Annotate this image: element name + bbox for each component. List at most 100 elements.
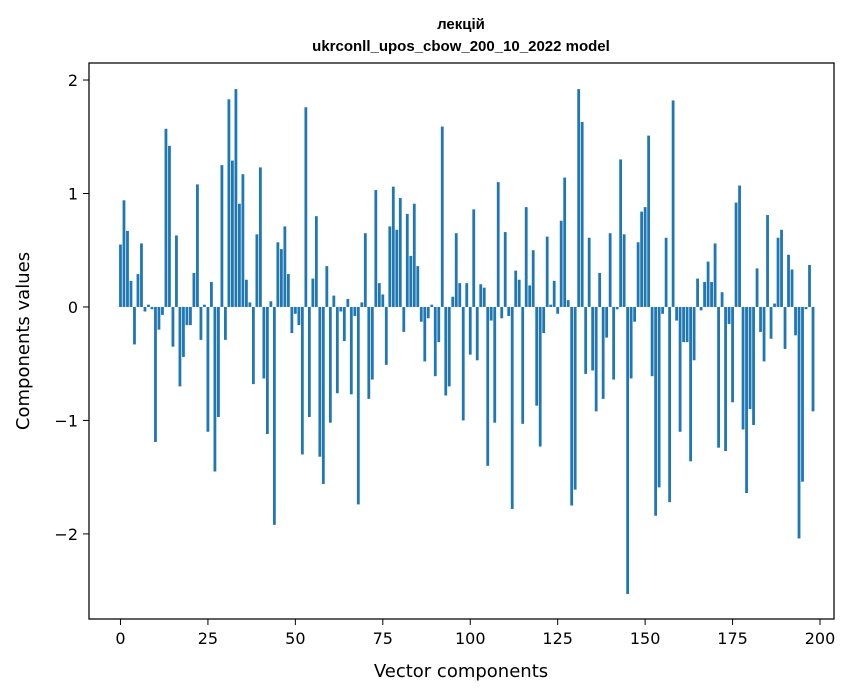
bar xyxy=(552,280,556,307)
bar xyxy=(762,306,766,362)
bar xyxy=(234,89,238,307)
bar xyxy=(370,306,374,380)
bar xyxy=(444,306,448,396)
bar xyxy=(147,304,150,307)
x-tick-label: 175 xyxy=(717,629,748,648)
bar xyxy=(126,230,129,307)
bar xyxy=(339,306,343,312)
bar xyxy=(493,306,497,423)
bar xyxy=(430,304,434,307)
bar xyxy=(794,306,797,336)
bar xyxy=(566,300,570,307)
bar xyxy=(573,306,577,490)
x-axis-label: Vector components xyxy=(374,661,548,682)
bar xyxy=(136,274,140,307)
bar xyxy=(524,207,528,307)
bar xyxy=(594,306,598,412)
bar xyxy=(325,266,329,307)
bar xyxy=(787,254,790,307)
bar xyxy=(245,279,248,307)
bar xyxy=(650,306,654,377)
bar xyxy=(360,302,364,307)
bar xyxy=(133,306,136,345)
bar xyxy=(367,306,371,399)
bar xyxy=(178,306,182,387)
chart-subtitle: ukrconll_upos_cbow_200_10_2022 model xyxy=(312,38,610,55)
bar xyxy=(475,306,479,361)
bar xyxy=(381,294,385,307)
bar xyxy=(612,306,616,380)
bar xyxy=(150,306,154,310)
y-tick-label: 2 xyxy=(68,71,78,90)
bar xyxy=(535,306,539,406)
bar xyxy=(409,255,413,307)
bar xyxy=(622,234,626,307)
bar xyxy=(192,272,196,307)
bar xyxy=(717,306,720,448)
x-tick-label: 150 xyxy=(630,629,661,648)
bar xyxy=(349,306,353,395)
bar xyxy=(346,299,350,307)
bar xyxy=(122,200,126,307)
bar xyxy=(521,306,525,424)
bar xyxy=(185,306,189,326)
bar xyxy=(129,280,133,307)
y-axis-ticks: −2 −1 0 1 2 xyxy=(54,71,89,544)
bar xyxy=(353,306,357,317)
bar xyxy=(182,306,185,357)
bar xyxy=(304,107,308,307)
bar xyxy=(654,306,658,516)
bar xyxy=(447,306,451,387)
bar xyxy=(262,306,266,379)
bar xyxy=(314,216,318,307)
bar xyxy=(647,135,651,307)
bar xyxy=(423,306,427,362)
bar xyxy=(542,306,546,334)
bar xyxy=(356,306,360,505)
plot-frame xyxy=(88,62,835,620)
bar xyxy=(468,306,472,355)
bar xyxy=(517,279,521,307)
y-axis-label: Components values xyxy=(13,252,34,430)
bar xyxy=(696,278,699,307)
bar xyxy=(143,306,147,312)
bar xyxy=(598,272,602,307)
bar xyxy=(661,306,665,314)
bar xyxy=(440,126,444,307)
bar xyxy=(664,237,668,307)
bar xyxy=(706,261,710,307)
bar xyxy=(580,122,584,307)
bar xyxy=(678,306,682,432)
bar xyxy=(486,306,490,466)
bar xyxy=(496,182,500,307)
bar xyxy=(640,211,644,307)
bar xyxy=(584,306,588,374)
bar xyxy=(748,306,752,410)
bar xyxy=(808,264,811,307)
bar xyxy=(577,89,581,307)
bar xyxy=(710,282,713,307)
bar xyxy=(272,306,276,525)
bar xyxy=(405,213,409,307)
x-tick-label: 100 xyxy=(455,629,486,648)
bar xyxy=(161,306,164,315)
bar xyxy=(514,270,518,307)
bar xyxy=(605,306,609,338)
bar xyxy=(689,306,692,462)
bar xyxy=(601,306,605,399)
y-tick-label: −2 xyxy=(54,525,78,544)
bar xyxy=(675,306,679,321)
bar xyxy=(220,165,224,307)
bar xyxy=(682,306,685,343)
bar xyxy=(559,220,563,307)
bar xyxy=(482,287,486,307)
bar xyxy=(395,229,399,307)
bar xyxy=(727,306,731,324)
bar xyxy=(388,226,392,307)
bar xyxy=(374,190,378,307)
bar xyxy=(458,283,462,307)
bar xyxy=(251,306,255,385)
bar xyxy=(203,304,206,307)
bar xyxy=(276,242,280,307)
